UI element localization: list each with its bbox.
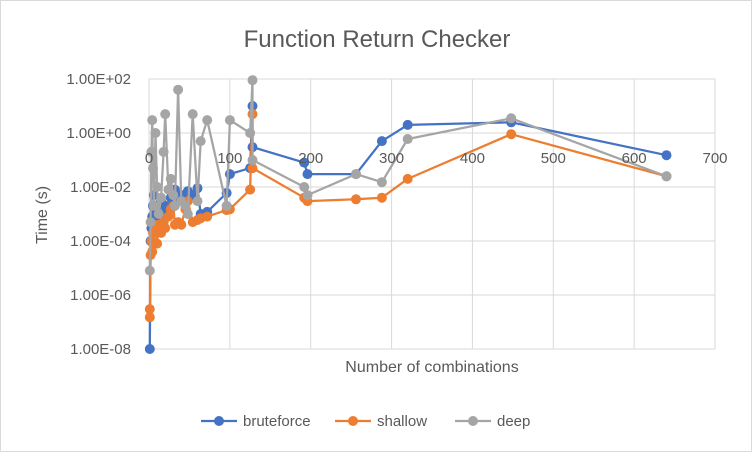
y-tick-label: 1.00E-04	[70, 233, 131, 250]
x-tick-label: 700	[702, 150, 727, 167]
deep-point	[299, 182, 310, 192]
deep-point	[150, 128, 161, 138]
deep-point	[168, 190, 179, 201]
shallow-point	[376, 192, 387, 203]
deep-point	[402, 134, 413, 144]
legend-swatch-marker	[348, 416, 358, 426]
x-tick-label: 500	[541, 150, 566, 167]
deep-point	[182, 209, 193, 219]
legend-label: shallow	[377, 413, 427, 430]
x-tick-label: 300	[379, 150, 404, 167]
deep-point	[247, 75, 258, 86]
deep-point	[221, 200, 232, 211]
y-tick-label: 1.00E-02	[70, 179, 131, 196]
deep-point	[165, 173, 176, 184]
deep-point	[144, 265, 155, 276]
x-axis-title: Number of combinations	[345, 359, 518, 376]
y-tick-label: 1.00E+02	[66, 71, 131, 88]
deep-point	[147, 115, 158, 126]
shallow-point	[144, 304, 155, 315]
deep-point	[146, 146, 157, 157]
deep-point	[187, 109, 198, 120]
x-tick-label: 600	[622, 150, 647, 167]
deep-point	[145, 217, 156, 228]
bruteforce-point	[224, 169, 235, 180]
y-axis-title: Time (s)	[34, 186, 51, 244]
chart-title: Function Return Checker	[244, 26, 511, 53]
legend-label: bruteforce	[243, 413, 311, 430]
x-tick-label: 200	[298, 150, 323, 167]
shallow-point	[506, 129, 517, 140]
deep-point	[156, 192, 167, 203]
x-tick-label: 100	[217, 150, 242, 167]
deep-point	[202, 115, 213, 126]
shallow-point	[202, 211, 213, 222]
shallow-point	[152, 238, 163, 249]
deep-point	[661, 171, 672, 182]
legend-label: deep	[497, 413, 530, 430]
shallow-point	[160, 223, 171, 234]
deep-point	[302, 190, 313, 201]
shallow-point	[245, 184, 256, 195]
bruteforce-point	[661, 150, 672, 161]
y-tick-label: 1.00E+00	[66, 125, 131, 142]
deep-point	[152, 182, 163, 192]
shallow-point	[351, 194, 361, 205]
deep-point	[224, 115, 235, 126]
legend: bruteforce shallow deep	[201, 413, 530, 430]
deep-point	[153, 209, 164, 219]
plot-area	[144, 75, 672, 354]
bruteforce-point	[402, 119, 413, 130]
shallow-point	[402, 173, 413, 184]
legend-swatch-marker	[468, 416, 478, 426]
shallow-point	[176, 219, 187, 230]
deep-point	[160, 109, 171, 120]
y-tick-label: 1.00E-06	[70, 287, 131, 304]
legend-item-deep: deep	[455, 413, 530, 430]
bruteforce-point	[144, 344, 155, 354]
bruteforce-point	[376, 136, 387, 147]
shallow-line	[148, 112, 667, 319]
x-tick-label: 400	[460, 150, 485, 167]
deep-point	[245, 128, 256, 138]
deep-point	[506, 113, 517, 124]
x-tick-label: 0	[145, 150, 153, 167]
deep-point	[192, 196, 203, 207]
deep-point	[148, 200, 159, 211]
shallow-point	[144, 312, 155, 323]
legend-item-bruteforce: bruteforce	[201, 413, 311, 430]
y-tick-label: 1.00E-08	[70, 341, 131, 358]
deep-point	[180, 200, 191, 211]
deep-point	[195, 136, 206, 147]
deep-point	[173, 84, 184, 95]
deep-point	[247, 155, 258, 165]
bruteforce-point	[302, 169, 313, 180]
series-deep	[144, 75, 672, 276]
shallow-point	[247, 163, 258, 174]
bruteforce-point	[299, 157, 310, 168]
legend-swatch-marker	[214, 416, 224, 426]
deep-point	[376, 177, 387, 188]
y-axis-ticks: 1.00E-08 1.00E-06 1.00E-04 1.00E-02 1.00E+00…	[66, 71, 131, 358]
deep-point	[351, 169, 361, 180]
deep-point	[148, 163, 158, 174]
legend-item-shallow: shallow	[335, 413, 427, 430]
deep-point	[158, 146, 169, 157]
x-axis-ticks: 0 100 200 300 400 500 600 700	[145, 150, 728, 167]
